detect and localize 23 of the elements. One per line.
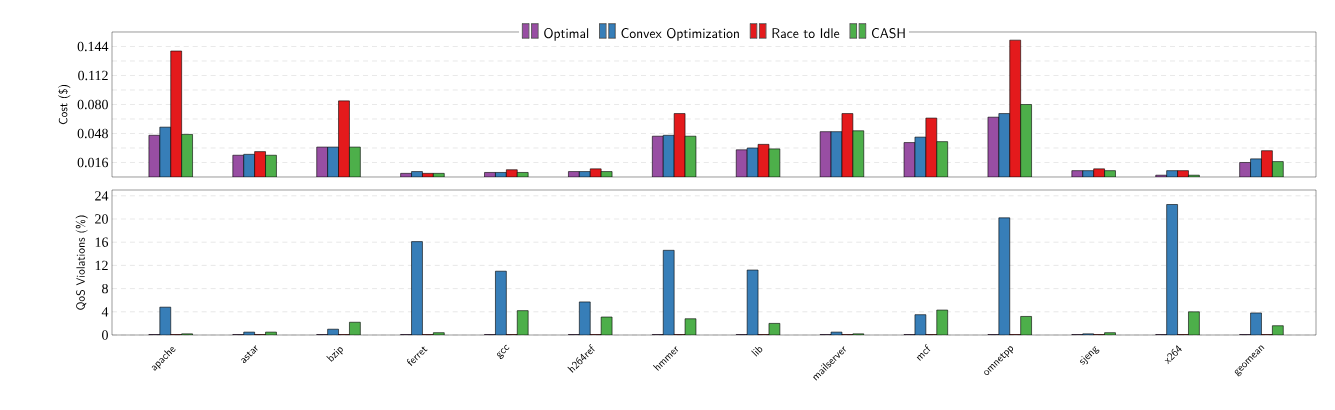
x-tick-label: lib <box>751 346 763 357</box>
x-tick-label: mcf <box>916 344 931 361</box>
y-tick-label: 4 <box>101 307 109 317</box>
y-tick-label: 0.048 <box>77 128 108 139</box>
legend-label: CASH <box>871 27 905 39</box>
x-tick-label: gcc <box>497 344 510 359</box>
y-tick-label: 0.112 <box>78 70 108 81</box>
legend-label: Convex Optimization <box>621 27 739 41</box>
x-tick-label: astar <box>241 345 258 364</box>
legend-label: Optimal <box>544 27 589 41</box>
x-tick-label: bzip <box>326 347 343 362</box>
y-tick-label: 0 <box>102 330 108 340</box>
y-tick-label: 20 <box>95 214 108 224</box>
y-tick-label: 16 <box>95 237 109 247</box>
y-tick-label: 0.016 <box>77 157 109 168</box>
y-tick-label: 24 <box>95 191 109 201</box>
legend-label: Race to Idle <box>772 28 840 39</box>
y-tick-label: 12 <box>95 260 108 271</box>
y-tick-label: 0.080 <box>77 99 108 110</box>
y-axis-title: QoS Violations (%) <box>75 215 88 310</box>
y-axis-title: Cost ($) <box>58 84 71 125</box>
y-tick-label: 0.144 <box>77 41 109 52</box>
y-tick-label: 8 <box>102 283 108 294</box>
